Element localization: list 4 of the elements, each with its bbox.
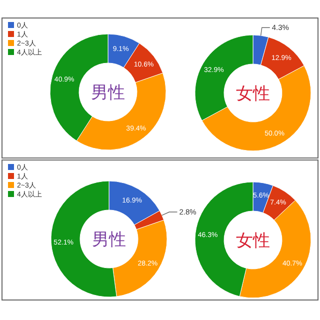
text: 女性	[236, 84, 270, 104]
text: 男性	[91, 83, 125, 103]
text: 女性	[236, 231, 270, 251]
text: 男性	[92, 230, 126, 250]
